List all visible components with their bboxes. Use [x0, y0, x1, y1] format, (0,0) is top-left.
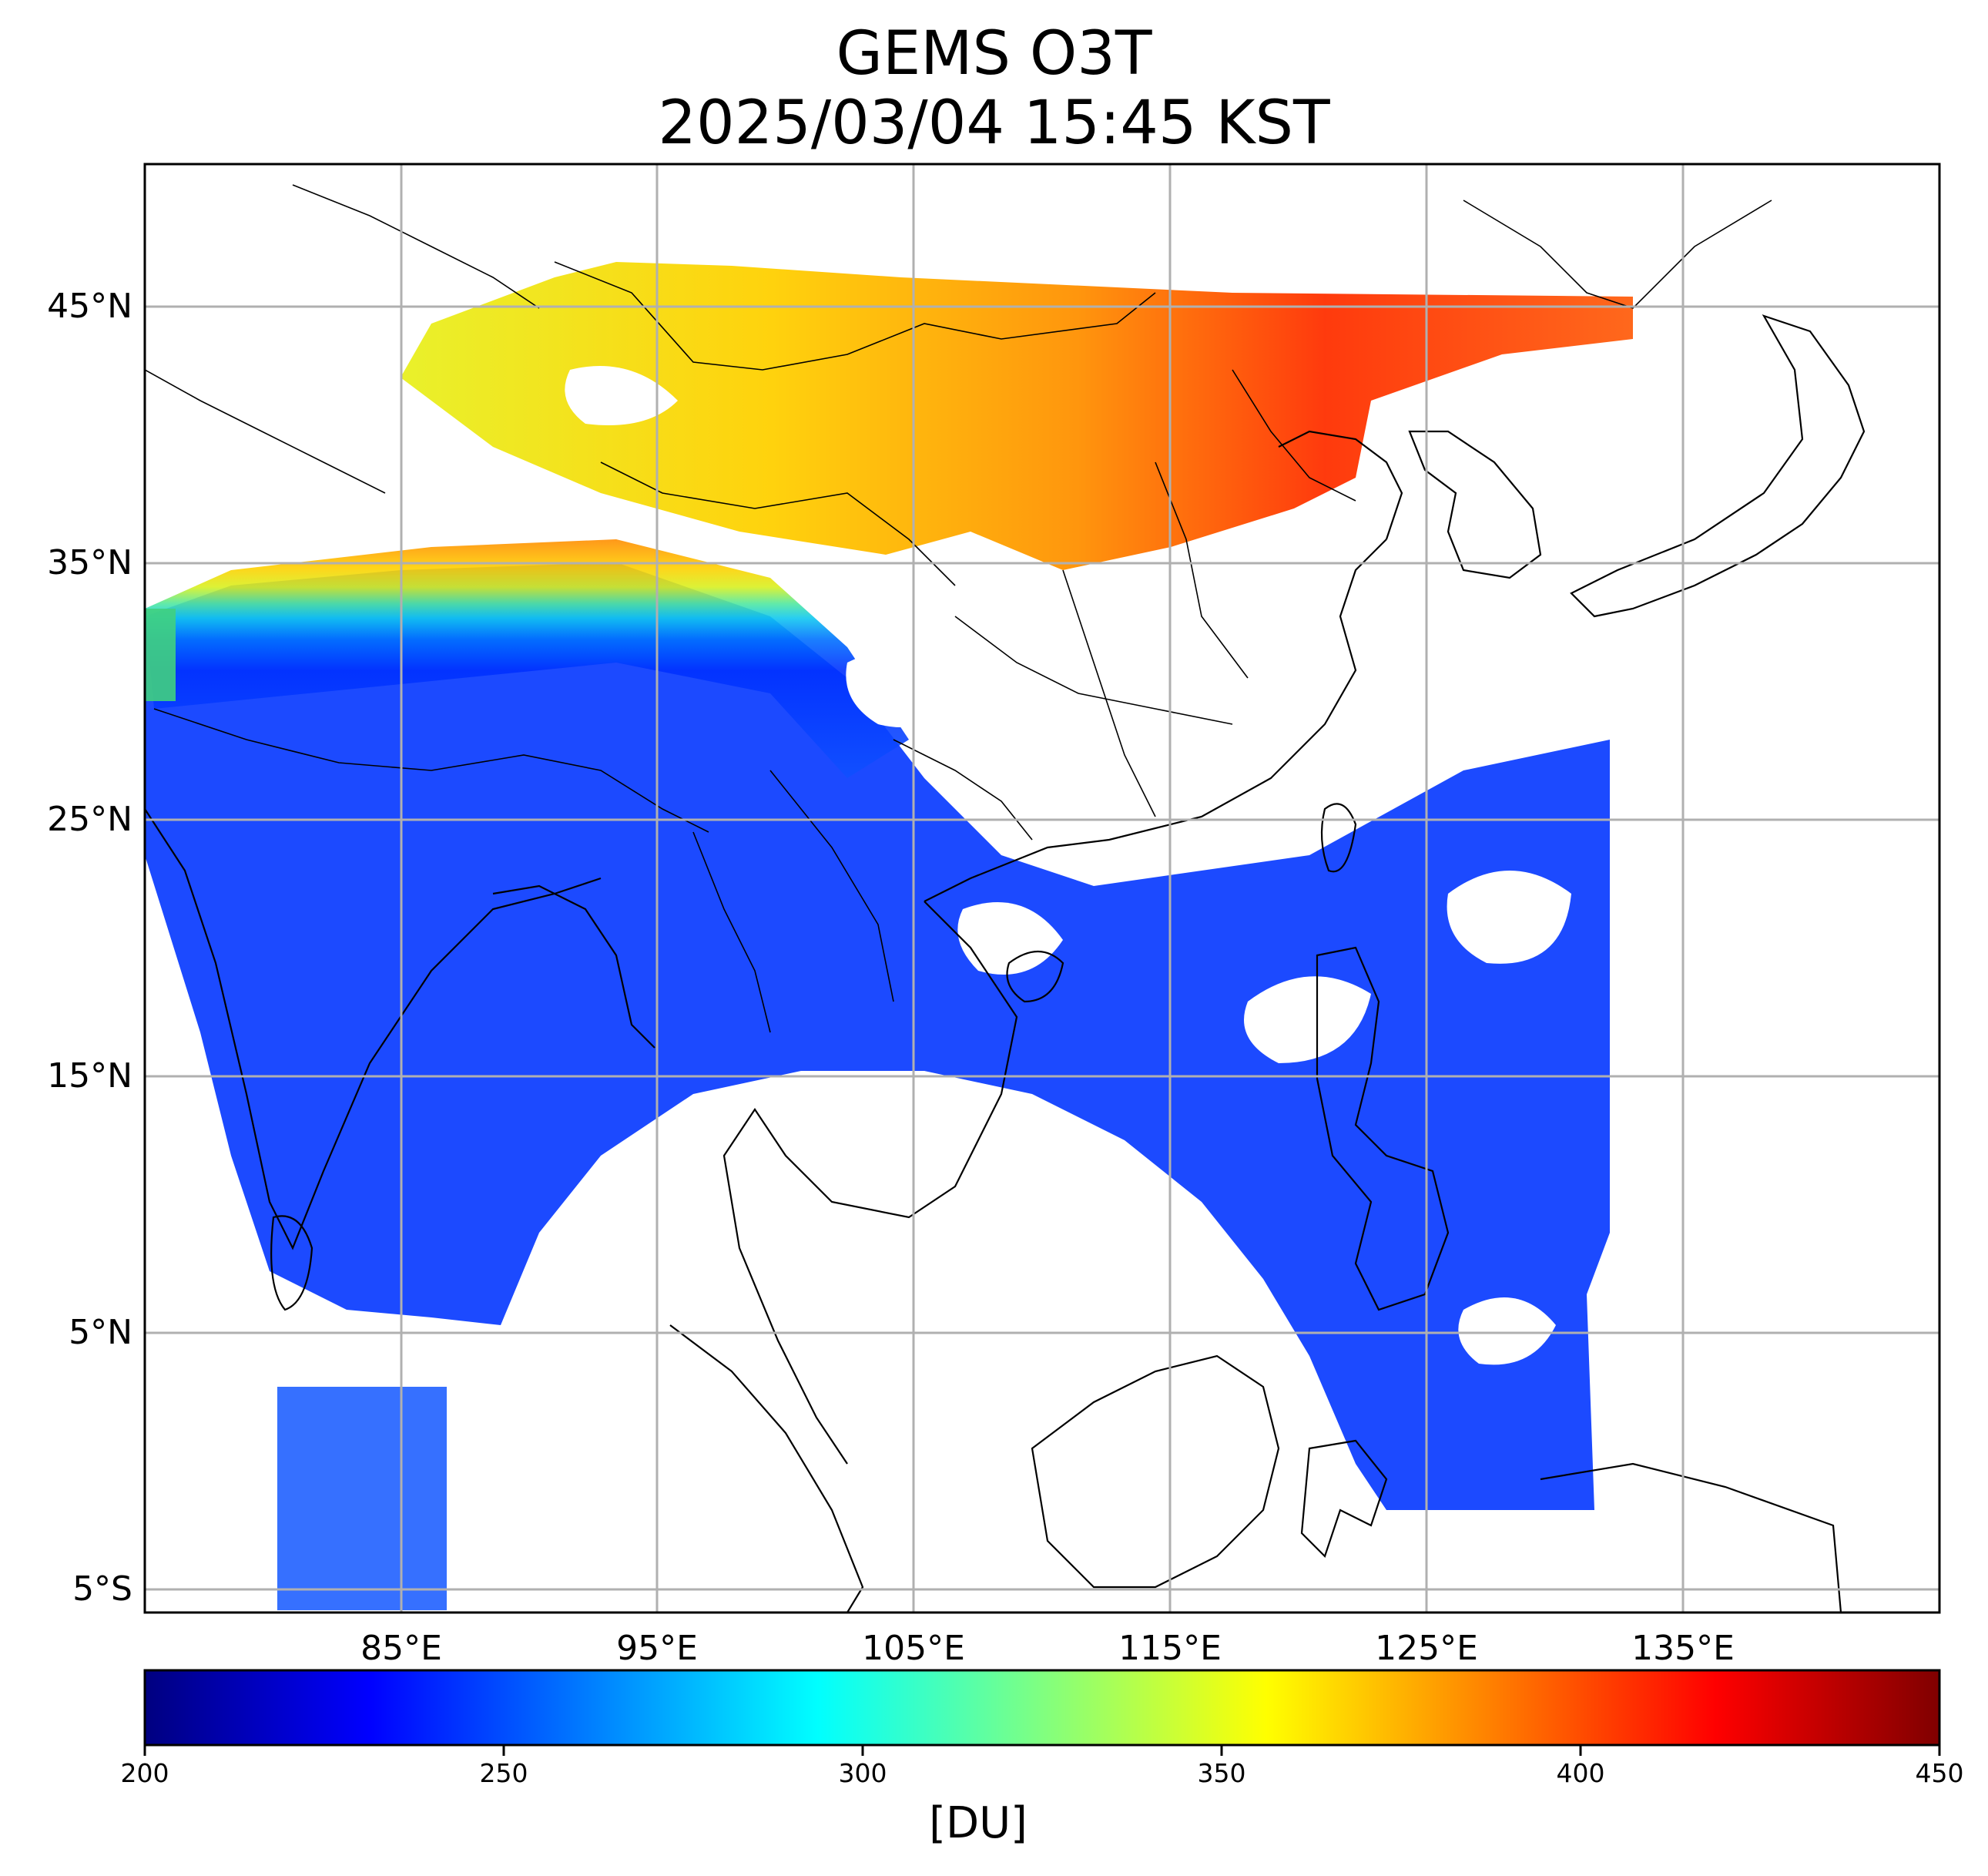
lon-label-105e: 105°E: [862, 1629, 965, 1668]
map-timestamp: 2025/03/04 15:45 KST: [658, 89, 1330, 158]
map-frame: [143, 163, 1941, 1614]
lat-label-45n: 45°N: [47, 287, 132, 326]
cloud-gap: [846, 650, 955, 727]
lon-label-115e: 115°E: [1118, 1629, 1222, 1668]
lon-label-95e: 95°E: [616, 1629, 698, 1668]
borders: [145, 184, 1772, 1033]
ozone-swath-north: [401, 262, 1633, 570]
lon-label-125e: 125°E: [1375, 1629, 1478, 1668]
ozone-swath-south: [145, 562, 1610, 1510]
ozone-swath-tibet: [145, 539, 909, 778]
colorbar-tick-label: 300: [838, 1758, 887, 1788]
colorbar-ticks: [143, 1745, 1941, 1756]
lat-label-5n: 5°N: [69, 1313, 132, 1352]
colorbar-tick-label: 250: [479, 1758, 528, 1788]
cloud-gap: [565, 366, 678, 425]
lat-label-35n: 35°N: [47, 543, 132, 582]
map-area: [145, 164, 1939, 1613]
lon-label-85e: 85°E: [360, 1629, 442, 1668]
cloud-gap: [1447, 871, 1571, 964]
lat-label-25n: 25°N: [47, 800, 132, 839]
colorbar-unit-label: [DU]: [929, 1798, 1028, 1848]
ozone-swath-southwest: [277, 1387, 447, 1610]
colorbar: [143, 1669, 1941, 1747]
cloud-gap: [957, 902, 1063, 975]
coastlines: [145, 314, 1866, 1613]
colorbar-tick-label: 350: [1197, 1758, 1246, 1788]
lon-label-135e: 135°E: [1631, 1629, 1735, 1668]
cloud-gap: [1458, 1297, 1556, 1365]
gridlines: [145, 164, 1939, 1613]
colorbar-tick-label: 450: [1915, 1758, 1964, 1788]
colorbar-tick-label: 400: [1556, 1758, 1605, 1788]
map-title: GEMS O3T: [836, 19, 1152, 89]
lat-label-5s: 5°S: [72, 1569, 132, 1609]
lat-label-15n: 15°N: [47, 1056, 132, 1096]
ozone-swath-west-edge: [145, 609, 176, 701]
cloud-gap: [1244, 976, 1371, 1063]
colorbar-tick-label: 200: [120, 1758, 169, 1788]
